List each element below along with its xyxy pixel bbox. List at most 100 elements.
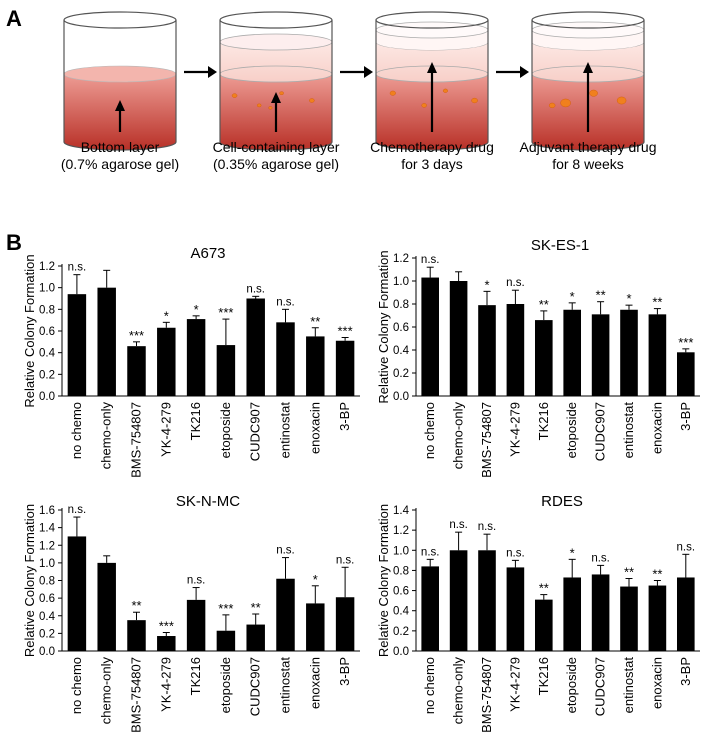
category-label: CUDC907 bbox=[248, 657, 263, 716]
y-tick-label: 0.2 bbox=[393, 626, 409, 638]
category-label: YK-4-279 bbox=[158, 657, 173, 712]
colony bbox=[616, 96, 627, 105]
bar bbox=[186, 599, 206, 651]
y-tick-label: 0.0 bbox=[39, 391, 55, 403]
category-label: no chemo bbox=[422, 657, 437, 714]
colony bbox=[231, 93, 238, 98]
significance-label: n.s. bbox=[276, 296, 295, 308]
significance-label: *** bbox=[218, 305, 233, 320]
category-label: 3-BP bbox=[678, 657, 693, 686]
flow-arrow-head bbox=[364, 66, 373, 78]
bar bbox=[157, 636, 176, 651]
bar bbox=[563, 577, 582, 651]
significance-label: *** bbox=[129, 328, 144, 343]
category-label: 3-BP bbox=[337, 402, 352, 431]
colony bbox=[309, 98, 315, 103]
significance-label: *** bbox=[338, 324, 353, 339]
pointer-arrow-head bbox=[583, 62, 593, 73]
bar bbox=[246, 624, 265, 651]
significance-label: n.s. bbox=[68, 262, 87, 274]
category-label: etoposide bbox=[564, 402, 579, 458]
bar bbox=[97, 562, 116, 651]
category-label: CUDC907 bbox=[593, 402, 608, 461]
chart-title: SK-ES-1 bbox=[531, 237, 589, 254]
dish-base bbox=[531, 141, 645, 151]
bar bbox=[421, 566, 440, 651]
significance-label: *** bbox=[678, 335, 693, 350]
significance-label: * bbox=[570, 289, 575, 304]
category-label: chemo-only bbox=[99, 402, 114, 470]
y-tick-label: 0.2 bbox=[393, 368, 409, 380]
pointer-arrow-head bbox=[271, 92, 281, 103]
step-label-line1: Cell-containing layer bbox=[213, 139, 340, 155]
bar bbox=[306, 603, 325, 651]
y-tick-label: 0.8 bbox=[39, 304, 55, 316]
y-tick-label: 1.4 bbox=[393, 505, 410, 517]
category-label: entinostat bbox=[278, 402, 293, 459]
bar bbox=[591, 574, 610, 651]
bar bbox=[506, 567, 525, 651]
y-tick-label: 1.2 bbox=[393, 253, 409, 265]
significance-label: n.s. bbox=[276, 545, 295, 557]
category-label: TK216 bbox=[536, 657, 551, 695]
category-label: enoxacin bbox=[649, 657, 664, 709]
bar bbox=[157, 327, 176, 396]
category-label: chemo-only bbox=[99, 657, 114, 725]
dish-base bbox=[219, 141, 333, 151]
significance-label: ** bbox=[624, 564, 634, 579]
significance-label: n.s. bbox=[246, 283, 265, 295]
y-tick-label: 0.6 bbox=[39, 326, 55, 338]
bar bbox=[335, 597, 355, 651]
bar bbox=[216, 345, 236, 396]
category-label: no chemo bbox=[69, 657, 84, 714]
chart-title: A673 bbox=[190, 245, 225, 262]
y-axis-label: Relative Colony Formation bbox=[22, 504, 37, 657]
significance-label: n.s. bbox=[421, 546, 440, 558]
bar bbox=[335, 340, 355, 396]
significance-label: n.s. bbox=[449, 519, 468, 531]
y-tick-label: 0.0 bbox=[393, 391, 409, 403]
y-tick-label: 0.0 bbox=[39, 646, 55, 658]
panel-a-schematic: Bottom layer(0.7% agarose gel) Cell-conta… bbox=[61, 11, 656, 172]
significance-label: *** bbox=[218, 601, 233, 616]
step-label-line2: for 8 weeks bbox=[552, 156, 624, 172]
significance-label: * bbox=[626, 291, 631, 306]
significance-label: n.s. bbox=[506, 547, 525, 559]
category-label: enoxacin bbox=[307, 657, 322, 709]
pointer-arrow-head bbox=[427, 62, 437, 73]
bar bbox=[620, 309, 638, 396]
y-tick-label: 0.4 bbox=[39, 348, 56, 360]
y-tick-label: 0.4 bbox=[393, 606, 410, 618]
significance-label: n.s. bbox=[677, 541, 696, 553]
bar bbox=[534, 599, 553, 651]
bar bbox=[421, 277, 440, 396]
colony bbox=[268, 106, 273, 110]
bar bbox=[648, 585, 667, 651]
category-label: TK216 bbox=[536, 402, 551, 440]
y-tick-label: 1.4 bbox=[39, 523, 56, 535]
significance-label: ** bbox=[539, 581, 549, 596]
y-tick-label: 1.0 bbox=[39, 558, 55, 570]
category-label: YK-4-279 bbox=[507, 657, 522, 712]
bar bbox=[449, 281, 468, 396]
significance-label: ** bbox=[131, 598, 141, 613]
step-label-line2: (0.7% agarose gel) bbox=[61, 156, 179, 172]
significance-label: n.s. bbox=[591, 552, 610, 564]
bar bbox=[563, 309, 582, 396]
significance-label: * bbox=[570, 545, 575, 560]
chart-sk-es-1: SK-ES-1 Relative Colony Formation 0.0 0.2 0.… bbox=[376, 237, 700, 478]
colony bbox=[389, 90, 396, 96]
panel-b-letter: B bbox=[6, 230, 22, 255]
flow-arrow-head bbox=[520, 66, 529, 78]
category-label: 3-BP bbox=[337, 657, 352, 686]
bar bbox=[478, 550, 496, 651]
significance-label: n.s. bbox=[421, 254, 440, 266]
bar bbox=[676, 577, 695, 651]
y-tick-label: 0.2 bbox=[39, 369, 55, 381]
bar bbox=[216, 630, 236, 651]
chart-title: SK-N-MC bbox=[176, 493, 240, 510]
bar bbox=[97, 287, 116, 396]
chart-sk-n-mc: SK-N-MC Relative Colony Formation 0.0 0.2 0.… bbox=[22, 493, 360, 733]
flow-arrow-head bbox=[208, 66, 217, 78]
